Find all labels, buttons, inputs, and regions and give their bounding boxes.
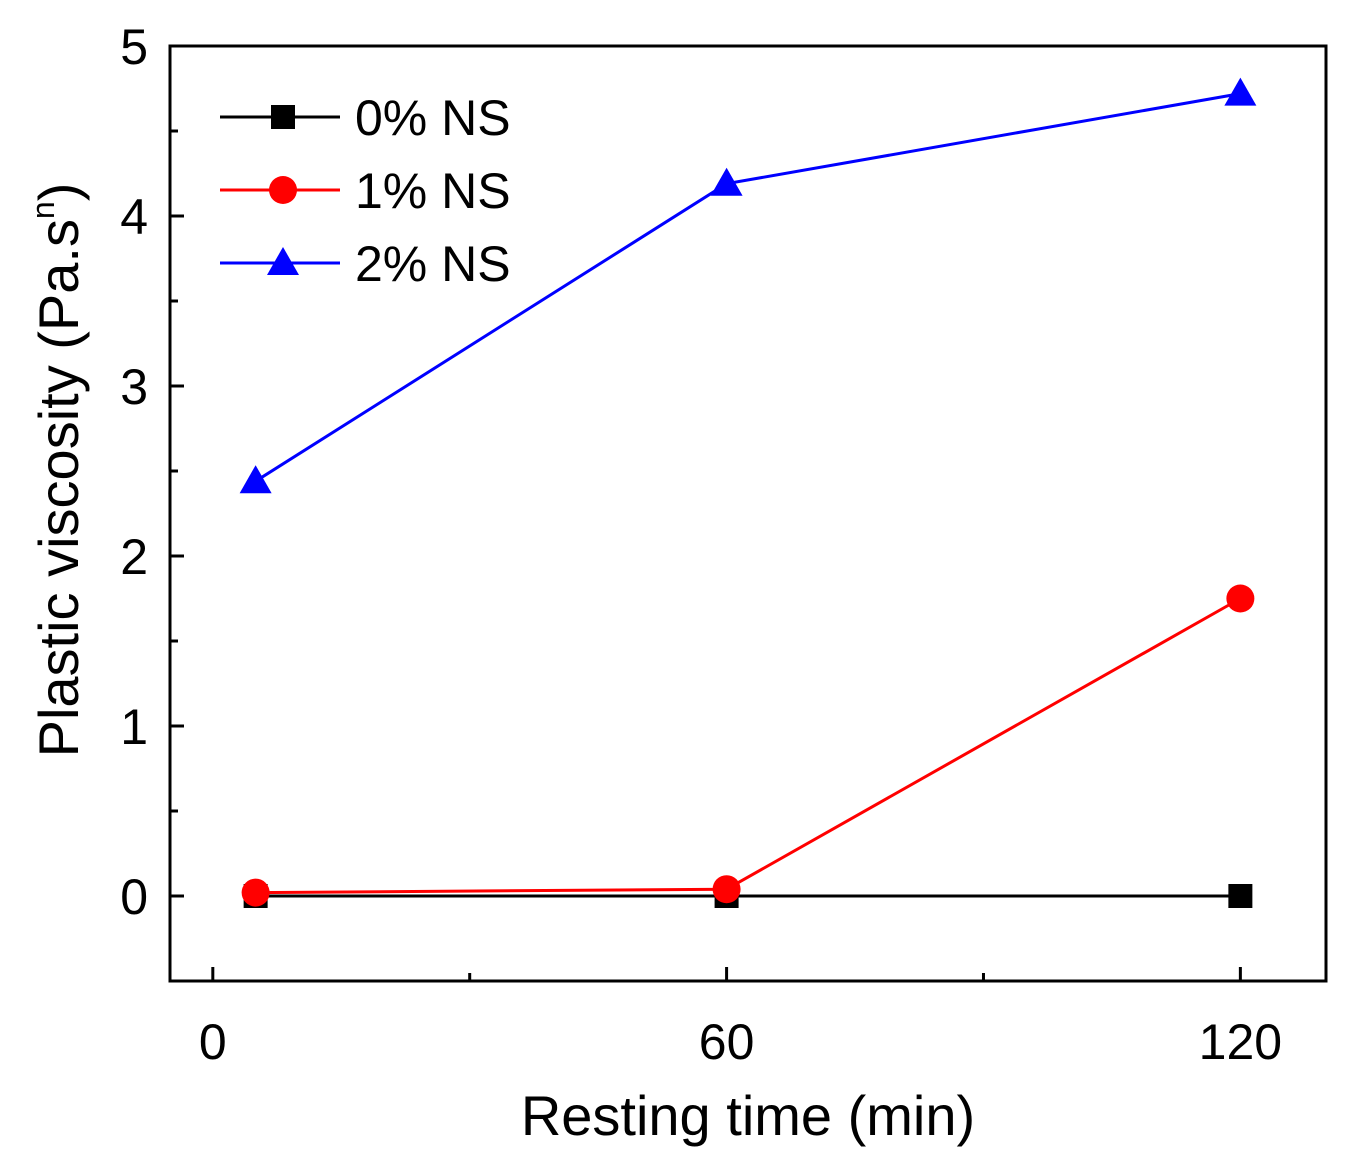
axis-ticks <box>170 44 1242 981</box>
data-point <box>241 878 270 907</box>
y-tick-label: 5 <box>120 19 148 75</box>
y-tick-label: 4 <box>120 189 148 245</box>
data-point <box>1228 884 1253 908</box>
plot-frame <box>168 44 1328 983</box>
series-triangle <box>239 77 1257 494</box>
y-tick-label: 1 <box>120 699 148 755</box>
legend-marker <box>267 247 299 275</box>
y-tick-label: 3 <box>120 359 148 415</box>
data-point <box>710 167 743 196</box>
data-point <box>712 875 741 904</box>
y-axis-title-superscript: n <box>25 201 61 219</box>
legend-marker <box>271 105 295 129</box>
series-circle <box>241 584 1255 907</box>
y-axis-title-main: Plastic viscosity (Pa.s <box>27 219 90 757</box>
series-layer <box>239 77 1257 908</box>
y-axis-title: Plastic viscosity (Pa.sn) <box>25 183 90 758</box>
legend: 0% NS 1% NS 2% NS <box>220 90 511 292</box>
series-square <box>243 884 1253 908</box>
y-tick-label: 0 <box>120 869 148 925</box>
legend-marker <box>269 176 297 204</box>
x-axis-title: Resting time (min) <box>521 1084 975 1147</box>
series-line <box>255 597 1242 895</box>
y-axis-title-close: ) <box>27 183 90 202</box>
x-tick-label: 60 <box>699 1014 755 1070</box>
legend-label: 1% NS <box>355 163 511 219</box>
legend-item: 2% NS <box>220 236 511 292</box>
legend-item: 0% NS <box>220 90 511 146</box>
legend-label: 2% NS <box>355 236 511 292</box>
data-point <box>1224 77 1257 106</box>
data-point <box>1226 584 1255 613</box>
data-point <box>239 465 272 494</box>
x-tick-label: 0 <box>199 1014 227 1070</box>
tick-labels: 0 1 2 3 4 5 0 60 120 <box>120 19 1282 1070</box>
legend-item: 1% NS <box>220 163 511 219</box>
y-tick-label: 2 <box>120 529 148 585</box>
legend-label: 0% NS <box>355 90 511 146</box>
x-tick-label: 120 <box>1199 1014 1282 1070</box>
